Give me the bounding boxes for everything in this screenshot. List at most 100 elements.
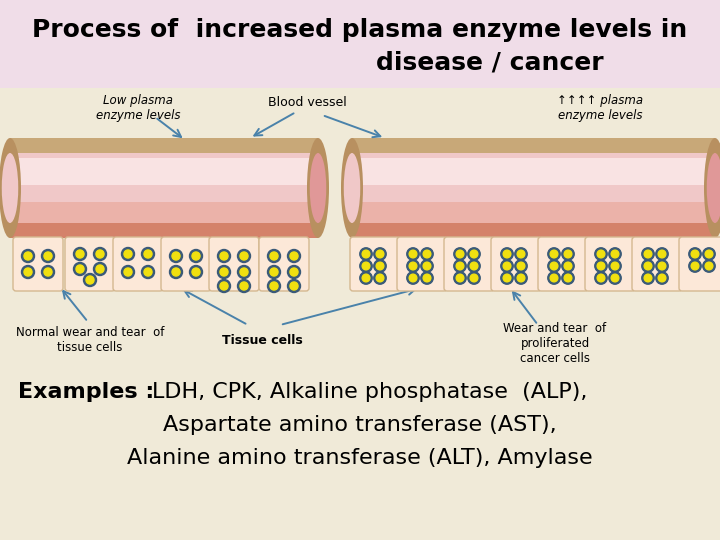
Circle shape <box>238 266 251 279</box>
Circle shape <box>611 250 619 258</box>
Bar <box>10 153 318 223</box>
Circle shape <box>550 274 558 282</box>
Circle shape <box>407 260 419 272</box>
Circle shape <box>501 260 513 272</box>
Circle shape <box>456 274 464 282</box>
Circle shape <box>609 272 621 284</box>
Circle shape <box>94 262 107 275</box>
Ellipse shape <box>1 153 18 223</box>
Circle shape <box>270 282 278 290</box>
FancyBboxPatch shape <box>65 237 115 291</box>
Ellipse shape <box>307 138 329 238</box>
Circle shape <box>503 262 511 270</box>
Circle shape <box>409 262 417 270</box>
Circle shape <box>689 248 701 260</box>
Circle shape <box>220 282 228 290</box>
Circle shape <box>642 248 654 260</box>
FancyBboxPatch shape <box>538 237 588 291</box>
FancyBboxPatch shape <box>397 237 447 291</box>
Circle shape <box>597 262 605 270</box>
Circle shape <box>595 272 607 284</box>
Text: Low plasma
enzyme levels: Low plasma enzyme levels <box>96 94 180 122</box>
Circle shape <box>362 262 370 270</box>
Circle shape <box>642 272 654 284</box>
Circle shape <box>362 274 370 282</box>
Text: Blood vessel: Blood vessel <box>268 96 346 109</box>
Circle shape <box>691 250 699 258</box>
Circle shape <box>470 274 478 282</box>
Circle shape <box>268 280 281 293</box>
Circle shape <box>240 268 248 276</box>
Circle shape <box>73 247 86 260</box>
Circle shape <box>142 266 155 279</box>
Circle shape <box>501 272 513 284</box>
Circle shape <box>644 274 652 282</box>
Circle shape <box>420 260 433 272</box>
Circle shape <box>290 282 298 290</box>
Circle shape <box>644 262 652 270</box>
Circle shape <box>456 250 464 258</box>
FancyBboxPatch shape <box>113 237 163 291</box>
Circle shape <box>595 248 607 260</box>
Circle shape <box>24 268 32 276</box>
Circle shape <box>470 262 478 270</box>
Circle shape <box>656 248 668 260</box>
Circle shape <box>217 266 230 279</box>
Circle shape <box>22 266 35 279</box>
Circle shape <box>515 248 527 260</box>
Circle shape <box>644 250 652 258</box>
Circle shape <box>454 248 467 260</box>
Circle shape <box>423 250 431 258</box>
Circle shape <box>189 266 202 279</box>
Circle shape <box>515 272 527 284</box>
Circle shape <box>564 250 572 258</box>
Circle shape <box>503 250 511 258</box>
Circle shape <box>611 262 619 270</box>
Circle shape <box>76 250 84 258</box>
FancyBboxPatch shape <box>161 237 211 291</box>
Circle shape <box>562 272 575 284</box>
Circle shape <box>73 262 86 275</box>
Circle shape <box>220 252 228 260</box>
Circle shape <box>238 249 251 262</box>
Circle shape <box>220 268 228 276</box>
Text: Tissue cells: Tissue cells <box>222 334 302 347</box>
Bar <box>0 0 720 88</box>
Circle shape <box>376 274 384 282</box>
Circle shape <box>503 274 511 282</box>
Circle shape <box>597 274 605 282</box>
Circle shape <box>468 260 480 272</box>
Circle shape <box>217 280 230 293</box>
Circle shape <box>689 260 701 272</box>
Circle shape <box>270 252 278 260</box>
Circle shape <box>192 268 200 276</box>
Circle shape <box>562 248 575 260</box>
Circle shape <box>658 262 666 270</box>
Circle shape <box>268 249 281 262</box>
Circle shape <box>423 262 431 270</box>
Circle shape <box>96 250 104 258</box>
Circle shape <box>376 262 384 270</box>
FancyBboxPatch shape <box>209 237 259 291</box>
Circle shape <box>501 248 513 260</box>
Ellipse shape <box>310 153 326 223</box>
Circle shape <box>144 268 152 276</box>
Circle shape <box>517 274 525 282</box>
Circle shape <box>124 250 132 258</box>
Circle shape <box>238 280 251 293</box>
Bar <box>352 153 715 223</box>
Ellipse shape <box>343 153 360 223</box>
FancyBboxPatch shape <box>491 237 541 291</box>
FancyBboxPatch shape <box>585 237 635 291</box>
Circle shape <box>703 248 715 260</box>
Circle shape <box>362 250 370 258</box>
Circle shape <box>470 250 478 258</box>
Ellipse shape <box>707 153 720 223</box>
Circle shape <box>270 268 278 276</box>
Circle shape <box>548 272 560 284</box>
Circle shape <box>609 260 621 272</box>
Text: Alanine amino transferase (ALT), Amylase: Alanine amino transferase (ALT), Amylase <box>127 448 593 468</box>
Bar <box>10 138 318 153</box>
Circle shape <box>172 268 180 276</box>
Circle shape <box>122 247 135 260</box>
